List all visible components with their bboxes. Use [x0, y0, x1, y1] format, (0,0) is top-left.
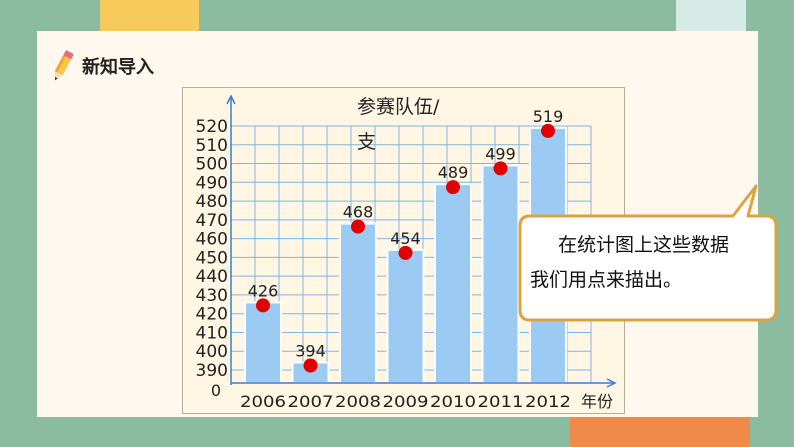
- decor-tab-orange: [570, 417, 750, 447]
- pencil-icon: [54, 50, 74, 81]
- data-label: 489: [438, 163, 469, 182]
- y-tick-label: 410: [196, 323, 228, 343]
- chart-frame: 426 2006 394 2007 468 2008 454 2009 489 2010 499 20…: [182, 87, 625, 414]
- x-tick-label: 2011: [478, 392, 524, 411]
- x-tick-label: 2006: [240, 392, 286, 411]
- data-label: 519: [533, 107, 564, 126]
- y-tick-label: 460: [196, 230, 228, 250]
- x-tick-label: 2008: [335, 392, 381, 411]
- bubble-line-2: 我们用点来描出。: [530, 269, 683, 291]
- data-point: [541, 123, 555, 138]
- x-axis-arrow: [606, 378, 617, 388]
- lesson-heading-text: 新知导入: [82, 57, 154, 78]
- y-axis-arrow: [226, 94, 236, 105]
- bubble-line-1: 在统计图上这些数据: [558, 234, 730, 256]
- y-tick-label: 450: [196, 248, 228, 268]
- y-tick-label: 390: [196, 361, 228, 381]
- data-label: 394: [295, 341, 326, 360]
- bar: [339, 222, 377, 384]
- x-tick-label: 2009: [383, 392, 429, 411]
- origin-label: 0: [211, 381, 221, 400]
- data-point: [446, 180, 460, 195]
- lesson-heading: 新知导入: [45, 48, 154, 84]
- bar: [386, 248, 425, 384]
- data-point: [351, 219, 365, 234]
- data-label: 426: [248, 281, 279, 300]
- y-tick-label: 500: [196, 155, 228, 175]
- y-tick-label: 420: [196, 305, 228, 325]
- y-tick-label: 490: [196, 173, 228, 193]
- decor-tab-mint: [676, 0, 746, 31]
- y-tick-label: 480: [196, 192, 228, 212]
- y-tick-label: 510: [196, 136, 228, 156]
- x-tick-label: 2007: [288, 392, 334, 411]
- x-tick-label: 2010: [430, 392, 476, 411]
- data-point: [256, 298, 270, 313]
- speech-bubble: [518, 184, 778, 322]
- y-tick-label: 440: [196, 267, 228, 287]
- data-label: 454: [390, 229, 421, 248]
- y-tick-label: 470: [196, 211, 228, 231]
- speech-bubble-text: 在统计图上这些数据 我们用点来描出。: [530, 228, 775, 298]
- y-tick-label: 430: [196, 286, 228, 306]
- bar: [434, 183, 472, 384]
- data-point: [303, 358, 318, 373]
- x-axis-title: 年份: [581, 392, 613, 411]
- y-axis-title-line2: 支: [357, 131, 376, 153]
- bar: [481, 164, 520, 384]
- data-point: [493, 161, 508, 176]
- data-label: 499: [485, 144, 516, 163]
- data-point: [398, 245, 413, 260]
- y-tick-label: 520: [196, 117, 228, 137]
- bar-chart: 426 2006 394 2007 468 2008 454 2009 489 2010 499 20…: [196, 94, 617, 411]
- decor-tab-yellow: [100, 0, 199, 31]
- y-tick-label: 400: [196, 342, 228, 362]
- bar: [244, 301, 282, 384]
- y-axis-title-line1: 参赛队伍/: [357, 96, 440, 118]
- data-label: 468: [343, 203, 374, 222]
- x-tick-label: 2012: [525, 392, 571, 411]
